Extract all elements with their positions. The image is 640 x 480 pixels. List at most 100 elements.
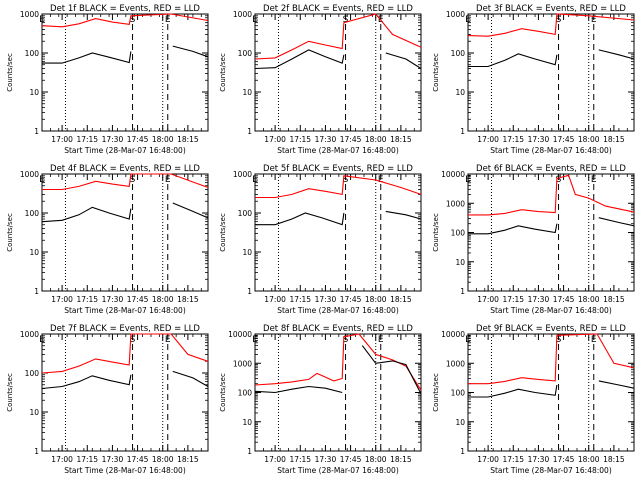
x-axis-label: Start Time (28-Mar-07 16:48:00) — [64, 306, 186, 315]
x-tick-label: 17:30 — [315, 295, 337, 304]
x-tick-label: 17:15 — [76, 455, 98, 464]
x-tick-label: 18:00 — [365, 455, 387, 464]
y-tick-label: 1000 — [20, 330, 39, 339]
series-line-black — [468, 217, 635, 235]
x-tick-label: 17:30 — [528, 455, 550, 464]
y-tick-label: 10 — [242, 248, 252, 257]
marker-label: E — [39, 175, 45, 185]
x-tick-label: 18:15 — [177, 135, 199, 144]
marker-label: S — [130, 15, 136, 25]
series-line-red — [41, 13, 209, 28]
series-line-black — [41, 370, 209, 390]
y-tick-label: 1 — [34, 127, 39, 136]
y-axis-label: Counts/sec — [219, 213, 227, 252]
y-tick-label: 1 — [247, 287, 252, 296]
marker-label: E — [591, 175, 597, 185]
y-tick-label: 1000 — [233, 170, 252, 179]
y-tick-label: 1 — [247, 447, 252, 456]
x-tick-label: 17:00 — [264, 135, 286, 144]
y-tick-label: 1 — [34, 447, 39, 456]
plot-frame — [41, 173, 209, 292]
plot-frame — [467, 333, 635, 452]
x-tick-label: 18:15 — [390, 135, 412, 144]
y-tick-label: 10 — [455, 88, 465, 97]
x-axis-label: Start Time (28-Mar-07 16:48:00) — [64, 146, 186, 155]
x-tick-label: 17:45 — [340, 295, 362, 304]
x-tick-label: 17:45 — [340, 135, 362, 144]
marker-label: S — [130, 335, 136, 345]
x-tick-label: 17:00 — [51, 135, 73, 144]
y-tick-label: 1 — [460, 447, 465, 456]
y-tick-label: 100 — [451, 229, 466, 238]
y-tick-label: 1000 — [446, 359, 465, 368]
marker-label: S — [343, 15, 349, 25]
y-axis-label: Counts/sec — [6, 53, 14, 92]
marker-label: E — [252, 175, 258, 185]
marker-label: E — [39, 15, 45, 25]
x-tick-label: 17:45 — [127, 455, 149, 464]
x-tick-label: 17:30 — [528, 295, 550, 304]
marker-label: E — [465, 335, 471, 345]
x-tick-label: 17:30 — [102, 295, 124, 304]
x-tick-label: 17:45 — [553, 135, 575, 144]
y-tick-label: 10 — [242, 418, 252, 427]
plot-frame — [41, 13, 209, 132]
x-tick-label: 17:15 — [289, 295, 311, 304]
y-tick-label: 10 — [29, 88, 39, 97]
chart-title: Det 1f BLACK = Events, RED = LLD — [50, 4, 200, 14]
y-tick-label: 100 — [238, 49, 253, 58]
y-tick-label: 10000 — [228, 330, 252, 339]
x-tick-label: 18:15 — [177, 295, 199, 304]
x-tick-label: 17:15 — [289, 135, 311, 144]
x-axis-label: Start Time (28-Mar-07 16:48:00) — [490, 466, 612, 475]
marker-label: S — [556, 335, 562, 345]
marker-label: S — [556, 175, 562, 185]
x-tick-label: 17:30 — [315, 455, 337, 464]
series-line-black — [254, 345, 422, 395]
x-tick-label: 17:15 — [76, 135, 98, 144]
chart-title: Det 7f BLACK = Events, RED = LLD — [50, 324, 200, 334]
marker-label: E — [252, 15, 258, 25]
marker-label: E — [165, 15, 171, 25]
x-tick-label: 17:30 — [315, 135, 337, 144]
x-tick-label: 17:00 — [51, 455, 73, 464]
marker-label: E — [39, 335, 45, 345]
y-axis-label: Counts/sec — [6, 373, 14, 412]
x-tick-label: 17:00 — [477, 135, 499, 144]
marker-label: E — [378, 335, 384, 345]
chart-title: Det 6f BLACK = Events, RED = LLD — [476, 164, 626, 174]
y-tick-label: 10000 — [441, 170, 465, 179]
x-tick-label: 17:00 — [264, 455, 286, 464]
x-tick-label: 18:00 — [152, 295, 174, 304]
marker-label: E — [465, 175, 471, 185]
y-tick-label: 1 — [460, 127, 465, 136]
y-tick-label: 100 — [25, 49, 40, 58]
chart-title: Det 4f BLACK = Events, RED = LLD — [50, 164, 200, 174]
marker-label: E — [591, 335, 597, 345]
series-line-red — [254, 13, 422, 60]
x-tick-label: 18:15 — [390, 455, 412, 464]
series-line-black — [468, 380, 635, 398]
x-tick-label: 17:15 — [289, 455, 311, 464]
series-line-red — [41, 333, 209, 374]
x-tick-label: 17:30 — [102, 455, 124, 464]
y-tick-label: 1000 — [446, 199, 465, 208]
chart-title: Det 8f BLACK = Events, RED = LLD — [263, 324, 413, 334]
y-tick-label: 10 — [242, 88, 252, 97]
plot-frame — [467, 13, 635, 132]
y-tick-label: 10000 — [441, 330, 465, 339]
series-line-black — [254, 49, 422, 70]
x-axis-label: Start Time (28-Mar-07 16:48:00) — [490, 146, 612, 155]
y-axis-label: Counts/sec — [432, 213, 440, 252]
plot-frame — [41, 333, 209, 452]
series-line-red — [468, 333, 635, 385]
x-tick-label: 18:15 — [390, 295, 412, 304]
marker-label: S — [343, 175, 349, 185]
y-tick-label: 100 — [238, 209, 253, 218]
y-tick-label: 10 — [455, 418, 465, 427]
y-tick-label: 100 — [451, 389, 466, 398]
